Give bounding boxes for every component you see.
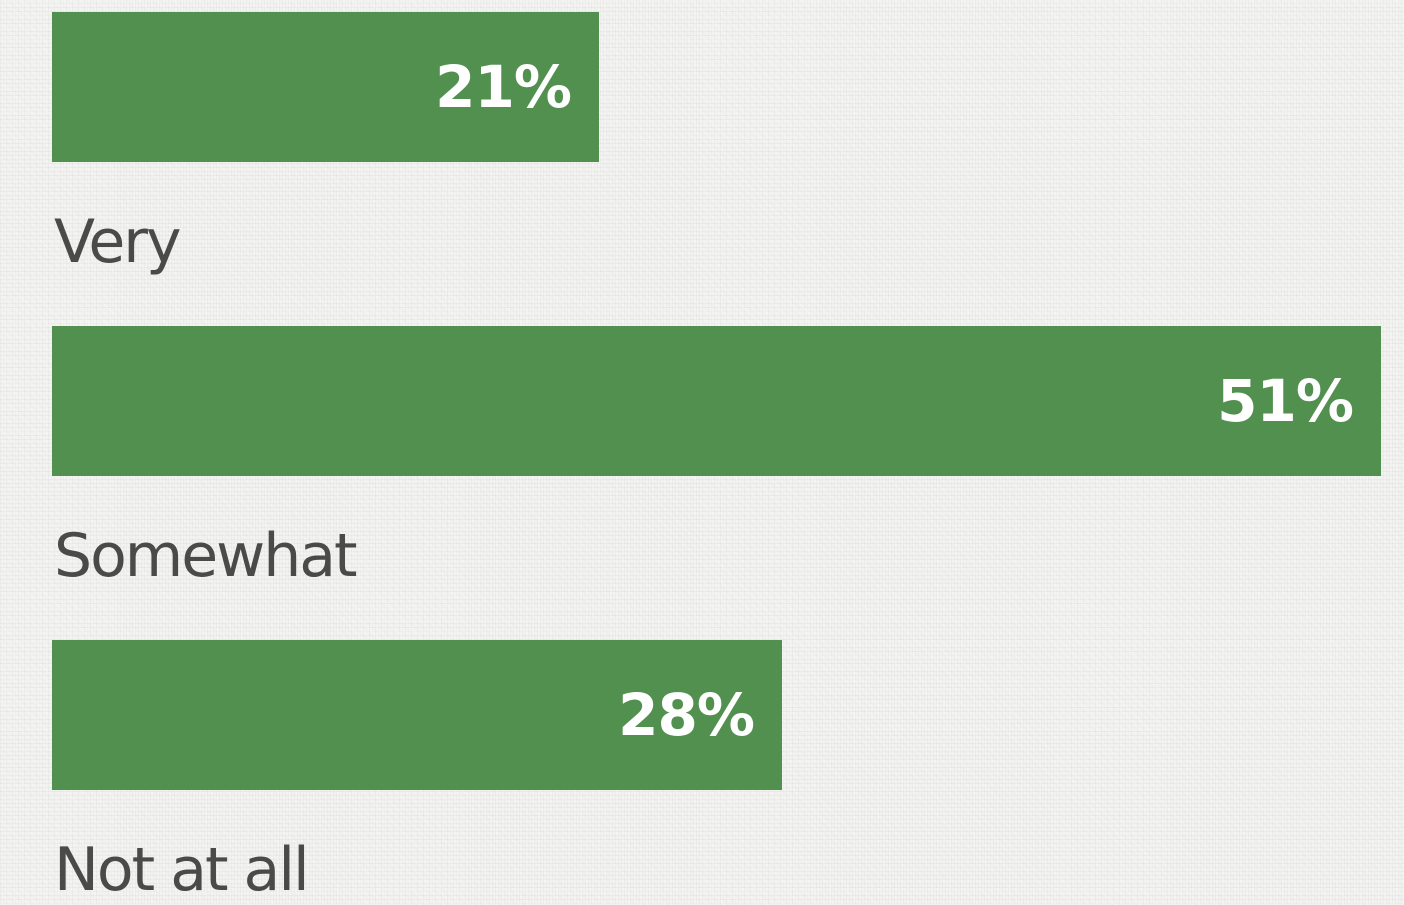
bar-somewhat: 51% bbox=[52, 326, 1381, 476]
bar-value-label: 28% bbox=[618, 681, 755, 749]
category-label-somewhat: Somewhat bbox=[54, 521, 358, 591]
bar-very: 21% bbox=[52, 12, 599, 162]
bar-not-at-all: 28% bbox=[52, 640, 782, 790]
category-label-not-at-all: Not at all bbox=[54, 835, 310, 905]
bar-value-label: 21% bbox=[435, 53, 572, 121]
category-label-very: Very bbox=[54, 207, 181, 277]
bar-value-label: 51% bbox=[1217, 367, 1354, 435]
